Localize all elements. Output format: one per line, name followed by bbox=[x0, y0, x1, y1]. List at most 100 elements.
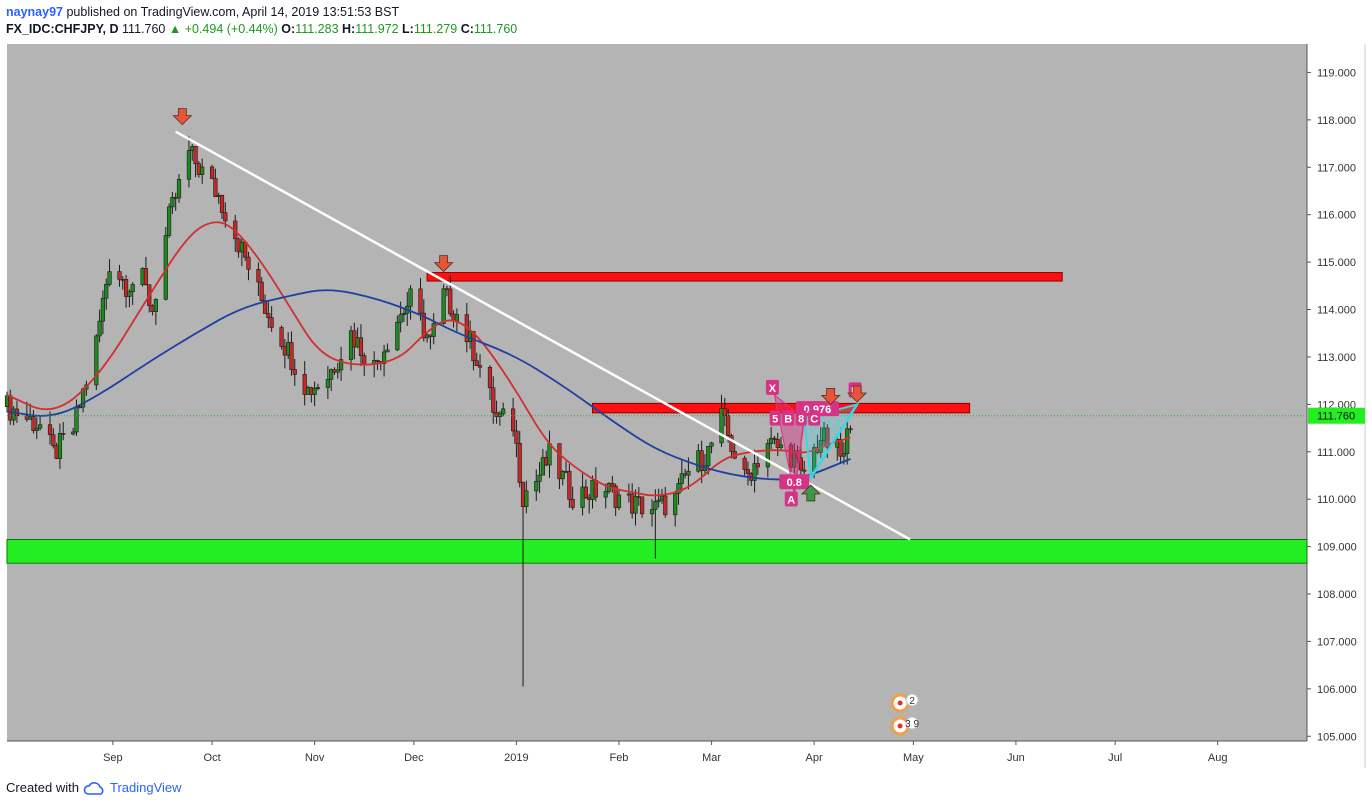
candle-body bbox=[123, 279, 129, 297]
candle-body bbox=[616, 494, 622, 508]
candle-body bbox=[729, 435, 734, 452]
candle-body bbox=[289, 342, 294, 370]
candle-body bbox=[61, 433, 66, 435]
harmonic-tag-b-bg bbox=[782, 410, 795, 426]
candle-body bbox=[640, 496, 645, 515]
arrow-up-icon bbox=[800, 484, 821, 502]
tradingview-cloud-icon bbox=[83, 781, 104, 795]
harmonic-point-a-bg bbox=[784, 491, 798, 507]
candle-body bbox=[259, 281, 264, 302]
price-tick-label: 106.000 bbox=[1317, 684, 1357, 696]
candle-body bbox=[176, 178, 182, 199]
time-tick-label: Jul bbox=[1108, 752, 1122, 764]
close-value: 111.760 bbox=[473, 22, 518, 36]
candle-body bbox=[610, 482, 615, 487]
candle-body bbox=[570, 498, 575, 508]
price-tick-label: 105.000 bbox=[1317, 731, 1357, 743]
candle-body bbox=[37, 424, 43, 429]
tradingview-link[interactable]: TradingView bbox=[110, 780, 182, 795]
price-axis[interactable]: 119.000 118.000 117.000 116.000 115.000 114.0… bbox=[1307, 67, 1365, 743]
candle-body bbox=[560, 471, 565, 480]
candle-body bbox=[266, 313, 271, 318]
candle-body bbox=[256, 269, 261, 283]
time-tick-label: Jun bbox=[1007, 752, 1025, 764]
harmonic-point-a: A bbox=[787, 494, 795, 506]
candle-body bbox=[213, 178, 218, 197]
last-price-badge-label: 111.760 bbox=[1317, 411, 1355, 423]
candle-body bbox=[100, 297, 106, 322]
close-label: C: bbox=[460, 22, 474, 36]
candle-body bbox=[841, 453, 846, 457]
time-tick-label: Aug bbox=[1208, 752, 1228, 764]
arrow-down-icon bbox=[847, 385, 868, 403]
harmonic-tag-c: C bbox=[810, 414, 818, 426]
candle-body bbox=[471, 331, 476, 362]
candle-body bbox=[431, 323, 436, 337]
candle-body bbox=[848, 428, 853, 431]
price-tick-label: 116.000 bbox=[1317, 210, 1356, 222]
candle-body bbox=[395, 321, 400, 351]
time-tick-label: Nov bbox=[305, 752, 325, 764]
candle-body bbox=[649, 509, 655, 515]
high-value: 111.972 bbox=[355, 22, 399, 36]
symbol-label[interactable]: FX_IDC:CHFJPY, D bbox=[6, 22, 119, 36]
candle-body bbox=[448, 288, 453, 315]
candle-body bbox=[663, 495, 668, 516]
author-link[interactable]: naynay97 bbox=[6, 5, 63, 19]
candle-body bbox=[676, 483, 681, 494]
harmonic-leg-cd bbox=[809, 403, 859, 479]
candle-body bbox=[193, 146, 198, 165]
candle-body bbox=[825, 427, 830, 448]
candle-body bbox=[219, 195, 225, 213]
resistance-zone-upper bbox=[426, 272, 1063, 282]
support-zone bbox=[6, 538, 1308, 564]
time-tick-label: 2019 bbox=[504, 752, 528, 764]
harmonic-tag-2: 8 bbox=[798, 414, 804, 426]
candle-body bbox=[517, 443, 522, 483]
candle-body bbox=[302, 374, 307, 395]
candle-body bbox=[742, 457, 747, 470]
candle-body bbox=[57, 433, 63, 459]
event-marker-dot bbox=[897, 700, 903, 706]
moving-averages-layer bbox=[6, 221, 1307, 497]
candle-body bbox=[31, 416, 36, 431]
candle-body bbox=[593, 479, 598, 498]
moving-average-slow bbox=[6, 289, 851, 481]
candle-body bbox=[802, 469, 807, 472]
time-axis[interactable]: Sep Oct Nov Dec 2019 Feb Mar Apr May Jun Jul Aug bbox=[103, 741, 1227, 764]
candle-body bbox=[537, 474, 542, 482]
time-tick-label: Sep bbox=[103, 752, 123, 764]
event-count: 3 9 bbox=[905, 719, 919, 730]
candle-body bbox=[325, 379, 330, 388]
event-count-bg bbox=[905, 716, 919, 730]
change-value: ▲ +0.494 (+0.44%) bbox=[168, 22, 278, 36]
candle-body bbox=[567, 470, 572, 500]
low-label: L: bbox=[402, 22, 414, 36]
candle-body bbox=[726, 415, 731, 436]
candle-body bbox=[775, 439, 780, 448]
price-tick-label: 108.000 bbox=[1317, 589, 1357, 601]
candle-body bbox=[104, 284, 109, 299]
candle-body bbox=[778, 444, 784, 448]
candle-body bbox=[200, 166, 205, 175]
last-price-badge bbox=[1308, 407, 1365, 424]
candle-body bbox=[418, 288, 423, 314]
open-label: O: bbox=[281, 22, 296, 36]
last-price: 111.760 bbox=[122, 22, 166, 36]
moving-average-fast bbox=[6, 221, 851, 497]
candle-body bbox=[421, 312, 426, 339]
candle-body bbox=[279, 327, 284, 347]
candle-body bbox=[752, 463, 757, 481]
candle-body bbox=[838, 439, 843, 457]
candle-body bbox=[401, 312, 407, 315]
candle-body bbox=[51, 434, 56, 447]
candle-body bbox=[454, 314, 459, 322]
candle-body bbox=[633, 496, 638, 514]
price-tick-label: 113.000 bbox=[1317, 352, 1356, 364]
candle-body bbox=[656, 499, 661, 502]
plot-area[interactable] bbox=[7, 44, 1307, 741]
trendline bbox=[175, 130, 911, 541]
event-count-bg bbox=[905, 693, 919, 707]
